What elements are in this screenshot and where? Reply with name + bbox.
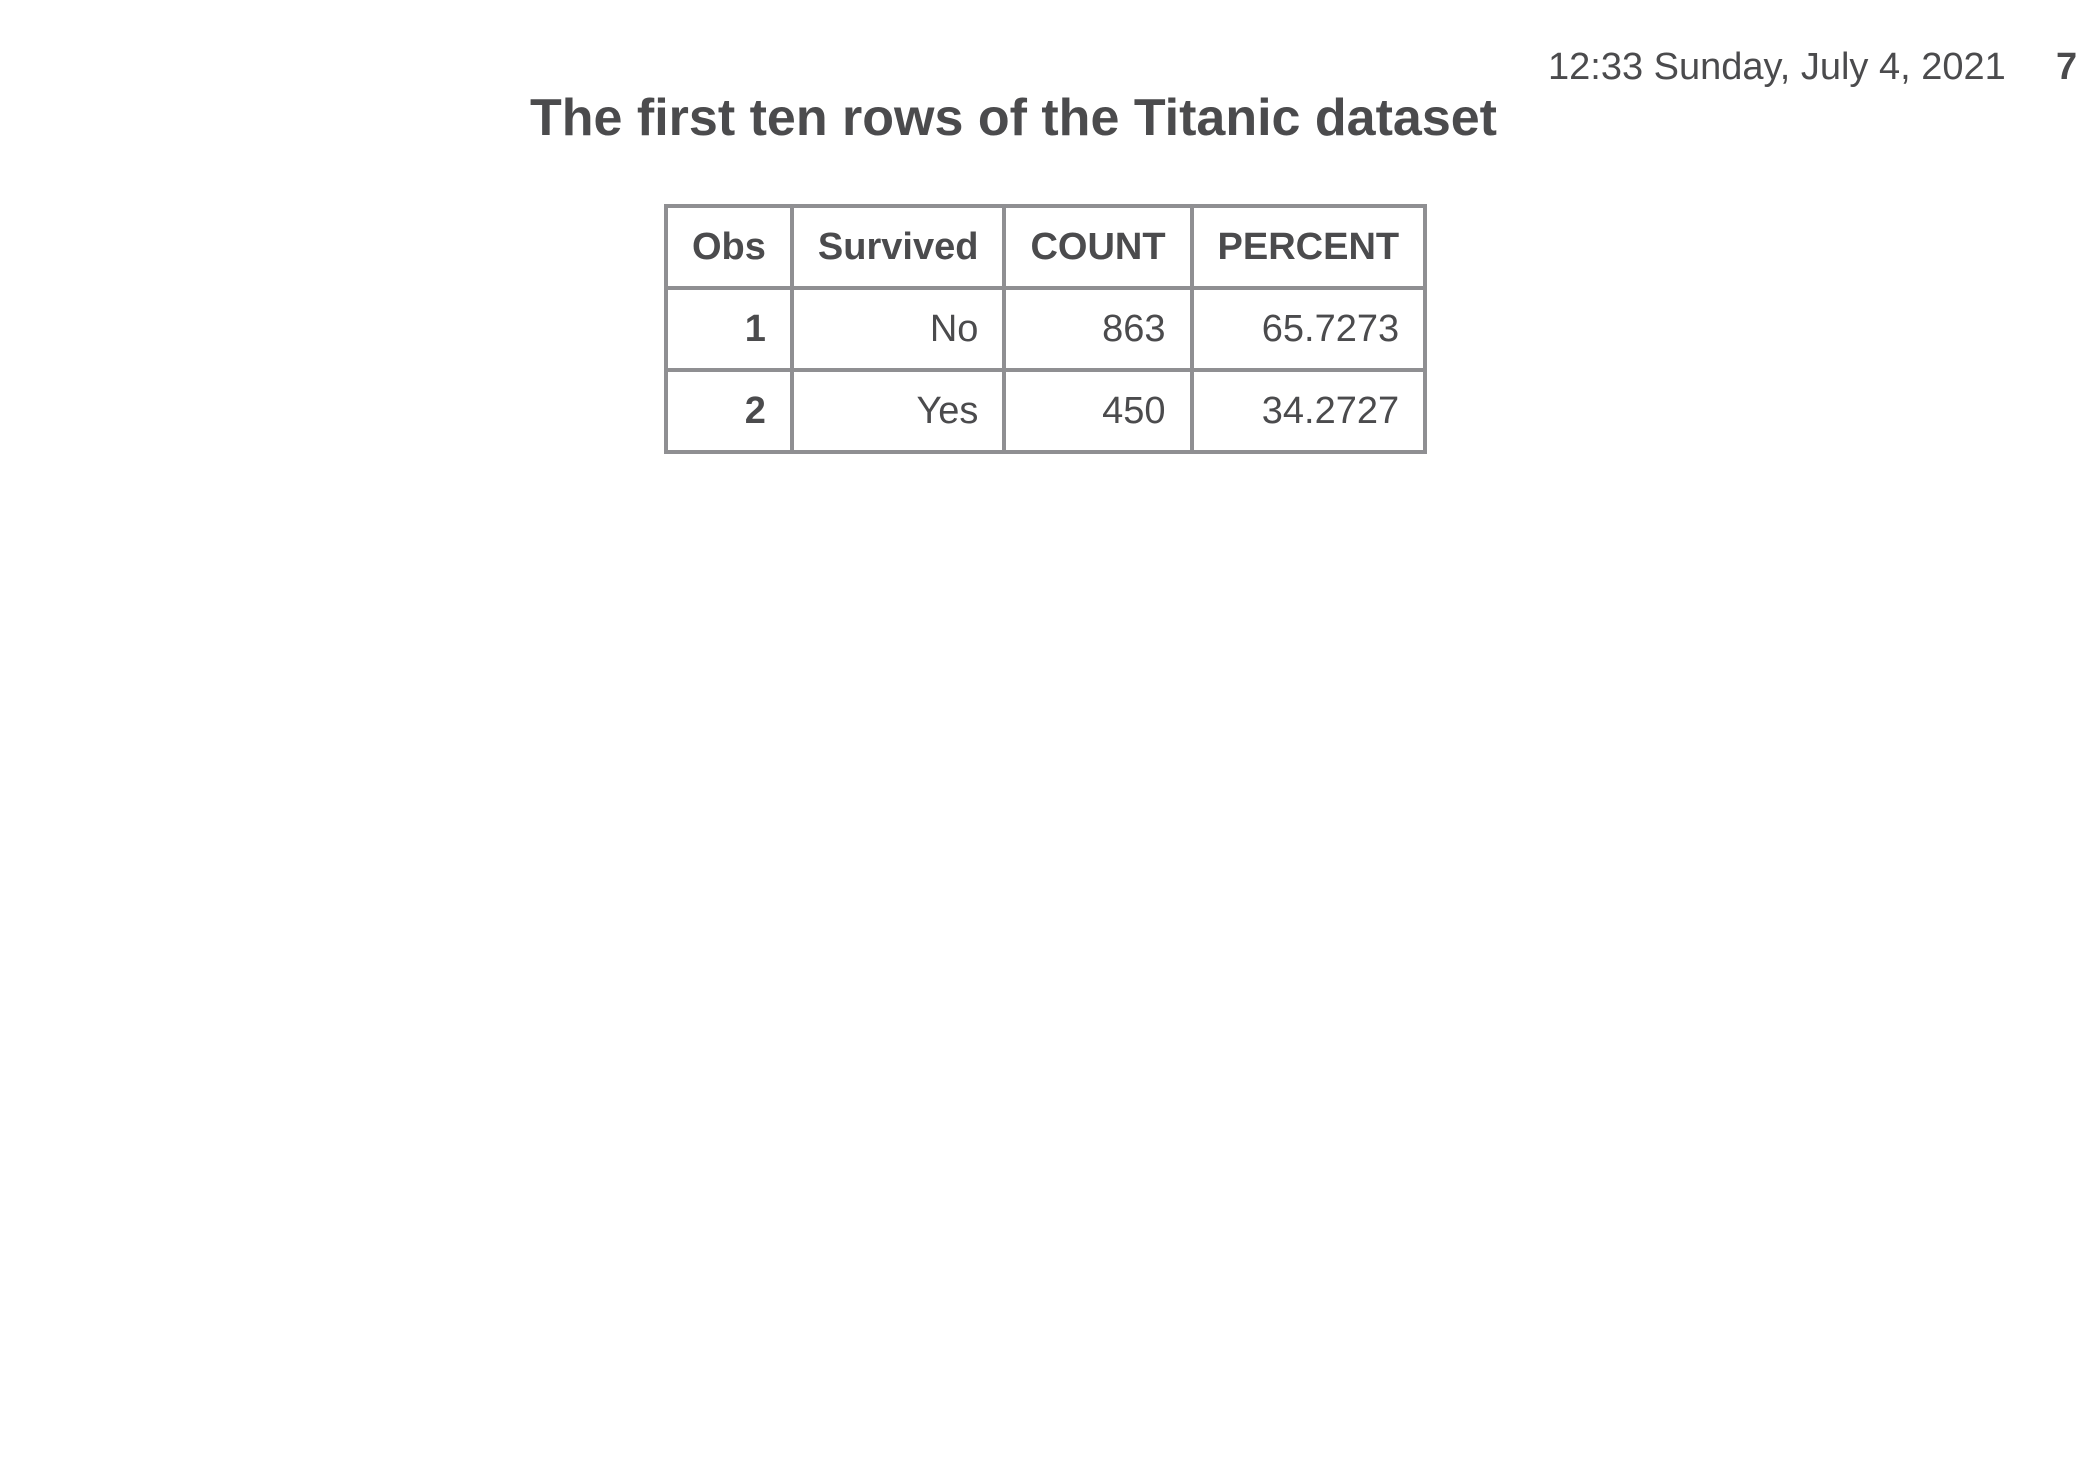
table-row: 1 No 863 65.7273 bbox=[664, 286, 1428, 372]
cell-percent: 65.7273 bbox=[1189, 286, 1428, 372]
cell-survived: Yes bbox=[789, 368, 1007, 454]
cell-obs: 2 bbox=[664, 368, 794, 454]
table-header: Obs Survived COUNT PERCENT bbox=[664, 204, 1428, 290]
cell-obs: 1 bbox=[664, 286, 794, 372]
table-body: 1 No 863 65.7273 2 Yes 450 34.2727 bbox=[664, 286, 1428, 454]
header-row: Obs Survived COUNT PERCENT bbox=[664, 204, 1428, 290]
cell-survived: No bbox=[789, 286, 1007, 372]
column-header-count: COUNT bbox=[1002, 204, 1194, 290]
cell-count: 863 bbox=[1002, 286, 1194, 372]
column-header-percent: PERCENT bbox=[1189, 204, 1428, 290]
column-header-obs: Obs bbox=[664, 204, 794, 290]
page-number: 7 bbox=[2056, 46, 2078, 88]
cell-count: 450 bbox=[1002, 368, 1194, 454]
results-table: Obs Survived COUNT PERCENT 1 No 863 65.7… bbox=[664, 204, 1428, 454]
report-datetime: 12:33 Sunday, July 4, 2021 bbox=[1548, 46, 2006, 88]
cell-percent: 34.2727 bbox=[1189, 368, 1428, 454]
table-row: 2 Yes 450 34.2727 bbox=[664, 368, 1428, 454]
column-header-survived: Survived bbox=[789, 204, 1007, 290]
report-title: The first ten rows of the Titanic datase… bbox=[530, 89, 1497, 147]
